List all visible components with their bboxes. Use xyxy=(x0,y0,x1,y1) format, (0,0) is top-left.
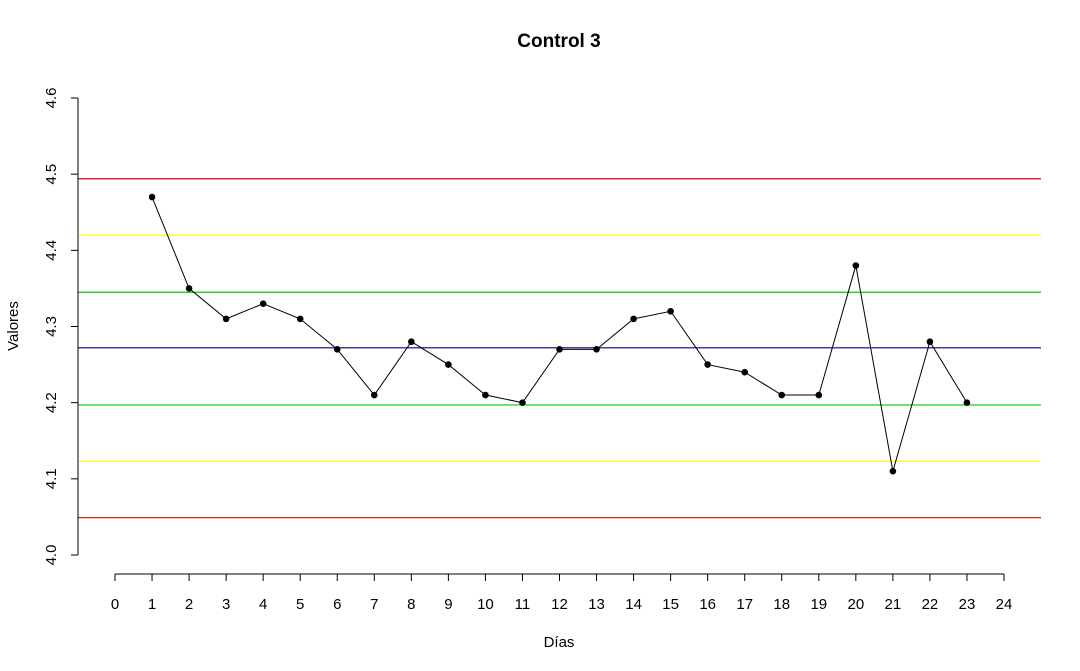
x-tick-label: 2 xyxy=(185,596,193,613)
data-point xyxy=(148,193,156,201)
x-tick-label: 17 xyxy=(736,596,753,613)
data-point xyxy=(333,346,341,353)
x-axis: 0 1 2 3 4 5 6 7 8 9 10 11 12 13 14 15 16 17 18 19 20 21 22 23 24 xyxy=(111,573,1013,613)
x-tick-label: 18 xyxy=(773,596,790,613)
series-line xyxy=(151,196,968,472)
x-tick-label: 4 xyxy=(259,596,267,613)
data-point xyxy=(889,467,897,475)
data-point xyxy=(815,391,823,399)
data-series xyxy=(148,193,971,475)
x-tick-label: 11 xyxy=(515,596,531,613)
data-point xyxy=(667,307,674,315)
x-tick-label: 9 xyxy=(444,596,452,613)
y-axis-label: Valores xyxy=(5,301,22,351)
data-point xyxy=(370,391,378,399)
data-point xyxy=(704,361,711,368)
data-point xyxy=(963,399,971,406)
x-tick-label: 3 xyxy=(222,596,230,613)
x-tick-label: 21 xyxy=(885,596,902,613)
x-tick-label: 19 xyxy=(810,596,827,613)
x-axis-label: Días xyxy=(544,634,575,651)
x-tick-label: 14 xyxy=(625,596,642,613)
x-tick-label: 16 xyxy=(699,596,716,613)
y-tick-label: 4.0 xyxy=(43,545,60,566)
data-point xyxy=(296,315,304,323)
data-point xyxy=(852,262,860,269)
chart-title: Control 3 xyxy=(517,31,600,52)
x-tick-label: 20 xyxy=(847,596,864,613)
data-point xyxy=(556,346,563,353)
x-tick-label: 24 xyxy=(996,596,1013,613)
x-tick-label: 6 xyxy=(333,596,341,613)
x-tick-label: 22 xyxy=(922,596,939,613)
data-point xyxy=(519,399,526,406)
data-point xyxy=(222,315,230,323)
x-tick-label: 1 xyxy=(148,596,156,613)
data-point xyxy=(408,338,415,346)
x-tick-label: 12 xyxy=(551,596,568,613)
y-tick-label: 4.6 xyxy=(43,88,60,109)
x-tick-label: 7 xyxy=(370,596,378,613)
x-tick-label: 10 xyxy=(477,596,494,613)
x-tick-label: 15 xyxy=(662,596,679,613)
data-point xyxy=(482,391,489,399)
data-point xyxy=(593,346,600,353)
data-point xyxy=(630,315,637,323)
y-tick-label: 4.4 xyxy=(43,240,60,261)
y-tick-label: 4.1 xyxy=(43,468,60,489)
data-point xyxy=(926,338,934,346)
y-tick-label: 4.3 xyxy=(43,316,60,337)
y-tick-label: 4.5 xyxy=(43,164,60,185)
x-tick-label: 0 xyxy=(111,596,119,613)
y-tick-label: 4.2 xyxy=(43,392,60,413)
reference-lines xyxy=(78,178,1041,519)
y-axis: 4.0 4.1 4.2 4.3 4.4 4.5 4.6 xyxy=(43,88,79,566)
data-point xyxy=(259,300,267,307)
x-tick-label: 23 xyxy=(959,596,976,613)
data-point xyxy=(445,361,452,368)
data-point xyxy=(185,285,193,292)
data-point xyxy=(778,391,786,399)
x-tick-label: 8 xyxy=(407,596,415,613)
x-tick-label: 5 xyxy=(296,596,304,613)
data-point xyxy=(741,368,749,376)
x-tick-label: 13 xyxy=(588,596,605,613)
